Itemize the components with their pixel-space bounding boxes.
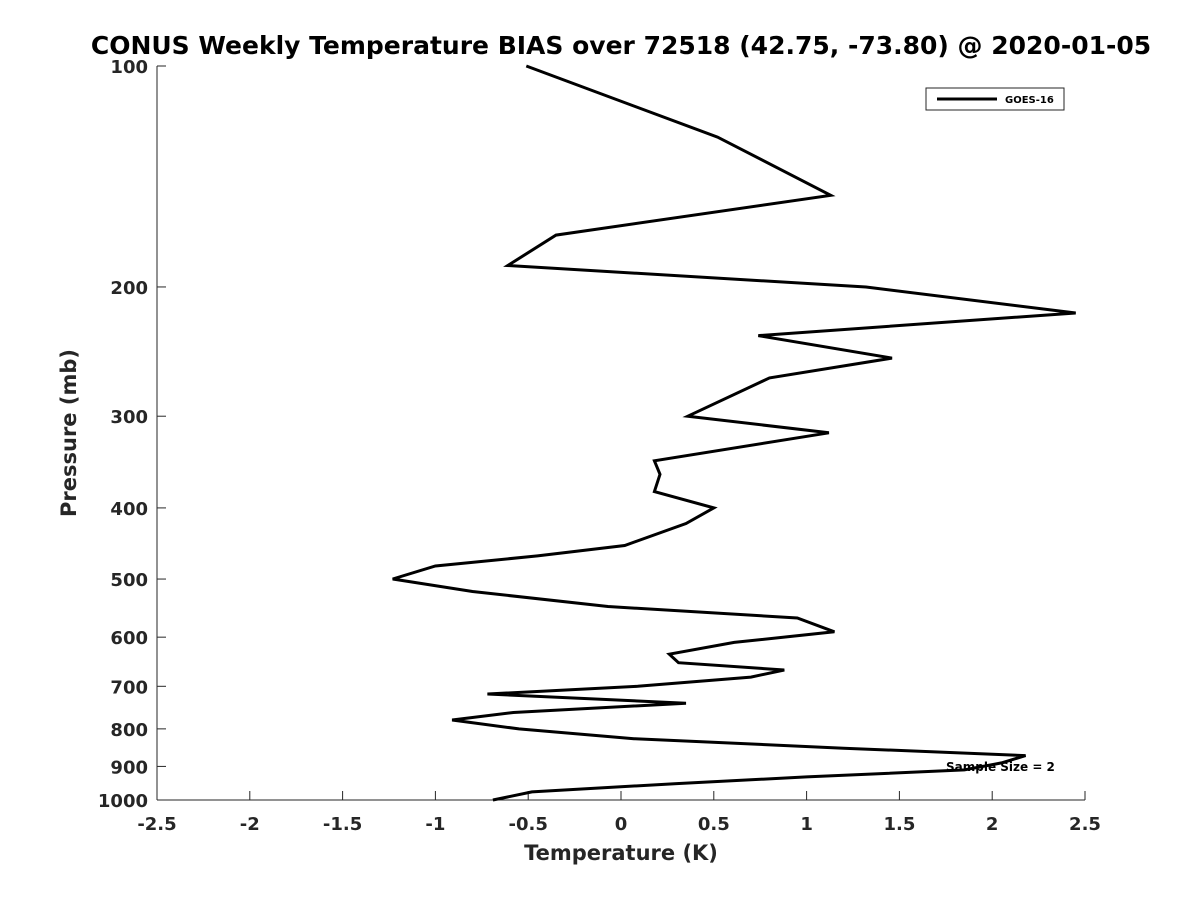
y-axis-label: Pressure (mb) (57, 349, 81, 517)
y-tick-label: 300 (110, 407, 148, 428)
x-tick-label: -1 (425, 814, 445, 835)
x-tick-label: 1.5 (883, 814, 915, 835)
chart-title: CONUS Weekly Temperature BIAS over 72518… (91, 31, 1151, 60)
y-tick-label: 400 (110, 499, 148, 520)
sample-size-annotation: Sample Size = 2 (946, 760, 1055, 774)
x-tick-label: -2.5 (137, 814, 176, 835)
x-tick-label: -0.5 (509, 814, 548, 835)
y-tick-label: 1000 (98, 791, 148, 812)
series-layer (392, 64, 1076, 802)
y-tick-label: 100 (110, 57, 148, 78)
series-line-goes-16 (392, 64, 1076, 802)
y-tick-label: 800 (110, 720, 148, 741)
legend: GOES-16 (925, 87, 1065, 111)
x-tick-label: 0 (615, 814, 628, 835)
y-tick-label: 200 (110, 278, 148, 299)
x-tick-label: 2 (986, 814, 999, 835)
y-tick-label: 500 (110, 570, 148, 591)
legend-label: GOES-16 (1005, 95, 1054, 106)
y-axis-ticks: 100 200 300 400 500 600 700 800 900 1000 (98, 57, 166, 812)
x-tick-label: -1.5 (323, 814, 362, 835)
x-tick-label: 1 (800, 814, 813, 835)
y-tick-label: 700 (110, 677, 148, 698)
x-axis-ticks: -2.5 -2 -1.5 -1 -0.5 0 0.5 1 1.5 2 2.5 (137, 791, 1101, 835)
x-tick-label: 2.5 (1069, 814, 1101, 835)
x-axis-label: Temperature (K) (524, 841, 718, 865)
x-tick-label: -2 (240, 814, 260, 835)
y-tick-label: 600 (110, 628, 148, 649)
x-tick-label: 0.5 (698, 814, 730, 835)
y-tick-label: 900 (110, 757, 148, 778)
